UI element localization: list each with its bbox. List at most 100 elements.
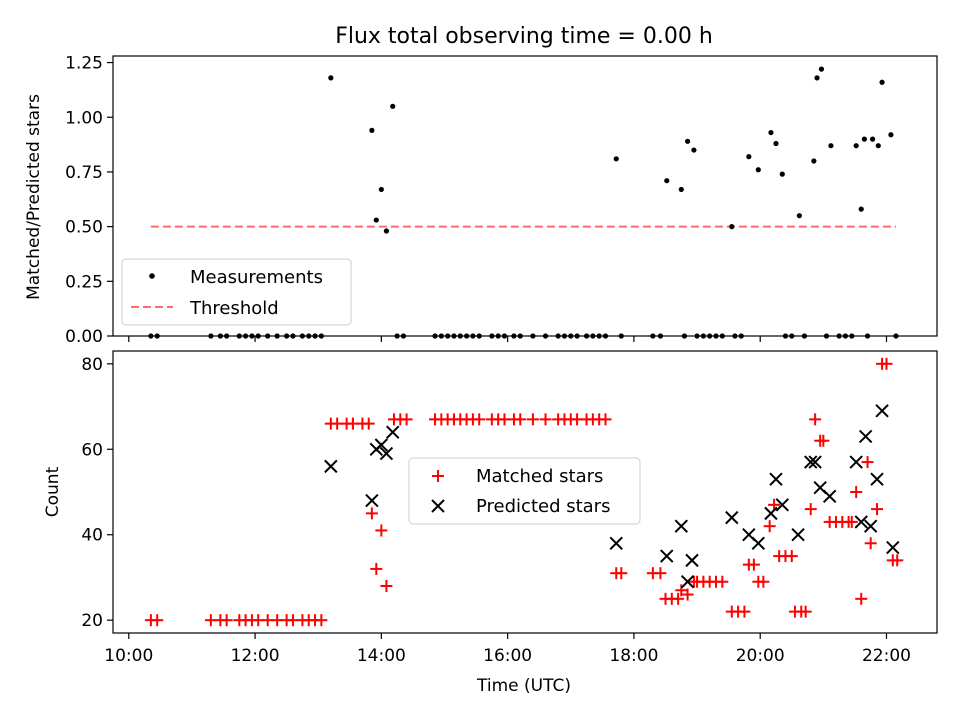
matched-star-point: [400, 413, 413, 426]
measurement-point: [328, 75, 334, 81]
top-axes-ticks: 0.00 0.25 0.50 0.75 1.00 1.25: [65, 54, 888, 347]
matched-star-point: [747, 558, 760, 571]
y-tick-label: 0.75: [65, 163, 103, 183]
matched-star-point: [599, 413, 612, 426]
matched-star-point: [850, 486, 863, 498]
matched-star-point: [891, 554, 904, 567]
matched-star-point: [855, 592, 868, 605]
matched-star-point: [757, 575, 770, 588]
predicted-star-point: [365, 493, 379, 508]
predicted-star-point: [854, 515, 868, 529]
measurement-point: [811, 158, 817, 164]
predicted-star-point: [863, 519, 878, 533]
predicted-star-point: [886, 540, 900, 555]
legend-predicted-marker: [431, 499, 445, 513]
y-tick-label: 1.00: [65, 108, 103, 128]
predicted-star-point: [324, 459, 338, 474]
bottom-legend: Matched stars Predicted stars: [408, 457, 641, 525]
y-tick-label: 0.00: [65, 327, 103, 347]
measurement-point: [664, 178, 670, 184]
predicted-star-point: [379, 446, 394, 461]
matched-star-point: [738, 605, 751, 618]
predicted-star-point: [660, 549, 674, 563]
y-tick-label: 1.25: [65, 54, 103, 74]
measurement-point: [869, 136, 876, 142]
predicted-star-point: [870, 472, 884, 486]
measurement-point: [828, 143, 834, 149]
matched-star-point: [799, 605, 812, 618]
matched-star-point: [672, 592, 685, 605]
bottom-axes-frame: [112, 350, 938, 634]
y-tick-label: 80: [81, 355, 103, 375]
predicted-star-point: [609, 536, 623, 550]
bottom-legend-box: [408, 457, 641, 525]
matched-star-point: [675, 584, 688, 597]
matched-star-point: [151, 614, 164, 627]
matched-star-point: [375, 524, 388, 537]
measurement-point: [796, 213, 802, 219]
predicted-star-point: [685, 553, 699, 568]
measurement-point: [888, 132, 894, 138]
matched-star-point: [315, 614, 328, 627]
matched-star-point: [763, 520, 776, 533]
measurement-point: [691, 147, 697, 153]
top-chart-ylabel: Matched/Predicted stars: [24, 94, 44, 300]
matched-star-point: [514, 413, 527, 426]
bottom-chart: Count Time (UTC) 20 40 60 80 10:00 12:00 14:00…: [43, 350, 938, 696]
legend-measurements-marker: [149, 273, 155, 279]
measurement-point: [373, 217, 379, 223]
measurement-point: [678, 186, 684, 193]
matched-star-point: [526, 413, 539, 426]
matched-star-point: [845, 515, 858, 528]
bottom-axes-ticks: 20 40 60 80 10:00 12:00 14:00 16:00 18:00 20:00 22…: [81, 355, 911, 666]
bottom-chart-xlabel: Time (UTC): [476, 676, 571, 696]
predicted-star-point: [849, 455, 863, 469]
predicted-star-point: [769, 472, 783, 486]
matched-star-point: [861, 456, 874, 469]
matched-star-point: [681, 588, 694, 601]
top-axes-frame: [112, 55, 938, 337]
bottom-chart-ylabel: Count: [43, 466, 63, 517]
matched-star-point: [871, 503, 884, 516]
measurement-point: [853, 143, 859, 149]
measurement-point: [773, 140, 779, 147]
matched-star-point: [864, 537, 877, 550]
top-chart: Flux total observing time = 0.00 h Match…: [24, 24, 938, 347]
predicted-star-point: [822, 489, 837, 503]
matched-star-point: [615, 567, 628, 580]
matched-star-point: [716, 575, 729, 588]
y-tick-label: 0.50: [65, 218, 103, 238]
measurement-point: [369, 127, 375, 133]
measurement-point: [779, 171, 785, 177]
matched-star-point: [220, 614, 233, 627]
x-tick-label: 22:00: [862, 646, 911, 666]
predicted-star-point: [804, 455, 818, 469]
x-tick-label: 18:00: [609, 646, 658, 666]
measurement-point: [858, 206, 864, 212]
predicted-star-point: [680, 575, 695, 589]
measurement-point: [383, 228, 390, 234]
matched-star-point: [809, 413, 822, 426]
measurement-point: [729, 224, 735, 230]
legend-matched-marker: [432, 470, 444, 482]
measurement-point: [768, 129, 774, 136]
matched-star-point: [473, 413, 486, 426]
matched-star-point: [370, 562, 383, 575]
x-tick-label: 12:00: [231, 646, 280, 666]
predicted-star-point: [751, 536, 766, 550]
predicted-star-point: [674, 519, 688, 533]
x-tick-label: 20:00: [736, 646, 785, 666]
x-tick-label: 16:00: [483, 646, 532, 666]
matched-star-point: [785, 550, 798, 563]
x-tick-label: 14:00: [357, 646, 406, 666]
top-chart-title: Flux total observing time = 0.00 h: [335, 24, 713, 49]
y-tick-label: 40: [81, 526, 103, 546]
y-tick-label: 20: [81, 611, 103, 631]
x-tick-label: 10:00: [104, 646, 153, 666]
matched-star-point: [654, 567, 667, 580]
predicted-star-point: [875, 404, 889, 418]
y-tick-label: 60: [81, 440, 103, 460]
measurement-point: [875, 143, 881, 149]
predicted-star-point: [808, 455, 822, 469]
